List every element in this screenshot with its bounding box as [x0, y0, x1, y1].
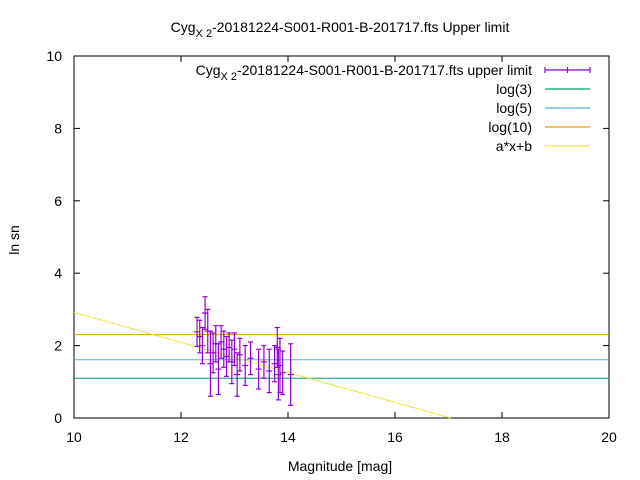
- error-bar-point: [236, 337, 243, 372]
- y-tick-label: 6: [54, 193, 62, 209]
- error-bar-point: [242, 345, 249, 387]
- x-tick-label: 16: [387, 429, 403, 445]
- error-bar-point: [234, 352, 241, 397]
- error-bar-point: [202, 296, 209, 330]
- legend-label-log3: log(3): [496, 81, 532, 97]
- x-tick-label: 10: [66, 429, 82, 445]
- error-bar-point: [228, 339, 235, 385]
- legend-label-errorbars: CygX 2-20181224-S001-R001-B-201717.fts u…: [196, 62, 532, 83]
- x-axis-label: Magnitude [mag]: [288, 458, 392, 474]
- error-bar-point: [210, 332, 217, 374]
- legend-label-log10: log(10): [488, 119, 532, 135]
- legend: CygX 2-20181224-S001-R001-B-201717.fts u…: [196, 62, 591, 154]
- x-axis-ticks: 10 12 14 16 18 20: [66, 56, 617, 445]
- x-tick-label: 14: [280, 429, 296, 445]
- x-tick-label: 18: [494, 429, 510, 445]
- error-bar-point: [247, 341, 254, 376]
- y-tick-label: 4: [54, 265, 62, 281]
- error-bar-point: [223, 335, 230, 377]
- y-tick-label: 10: [46, 48, 62, 64]
- chart-title: CygX 2-20181224-S001-R001-B-201717.fts U…: [171, 19, 510, 40]
- y-tick-label: 0: [54, 410, 62, 426]
- error-bar-point: [199, 326, 206, 365]
- y-axis-label: ln sn: [6, 225, 22, 255]
- error-bar-point: [279, 350, 286, 396]
- error-bar-point: [255, 348, 262, 390]
- x-tick-label: 20: [601, 429, 617, 445]
- error-bar-point: [196, 319, 203, 354]
- error-bar-point: [271, 345, 278, 383]
- legend-samples: [544, 67, 591, 147]
- error-bar-point: [220, 330, 227, 368]
- error-bar-point: [287, 343, 294, 406]
- fit-line: [73, 311, 451, 419]
- legend-label-log5: log(5): [496, 100, 532, 116]
- error-bar-point: [231, 332, 238, 367]
- x-tick-label: 12: [173, 429, 189, 445]
- error-bar-point: [218, 325, 225, 359]
- error-bar-point: [215, 343, 222, 396]
- y-axis-ticks: 0 2 4 6 8 10: [46, 48, 609, 426]
- error-bar-point: [194, 316, 201, 347]
- error-bar-point: [276, 337, 283, 394]
- error-bar-point: [260, 345, 267, 379]
- y-tick-label: 8: [54, 120, 62, 136]
- plot-area: [73, 296, 609, 419]
- plot-frame: [73, 55, 610, 419]
- legend-label-fit: a*x+b: [496, 138, 532, 154]
- y-tick-label: 2: [54, 338, 62, 354]
- error-bar-point: [266, 348, 273, 394]
- error-bar-point: [207, 330, 214, 397]
